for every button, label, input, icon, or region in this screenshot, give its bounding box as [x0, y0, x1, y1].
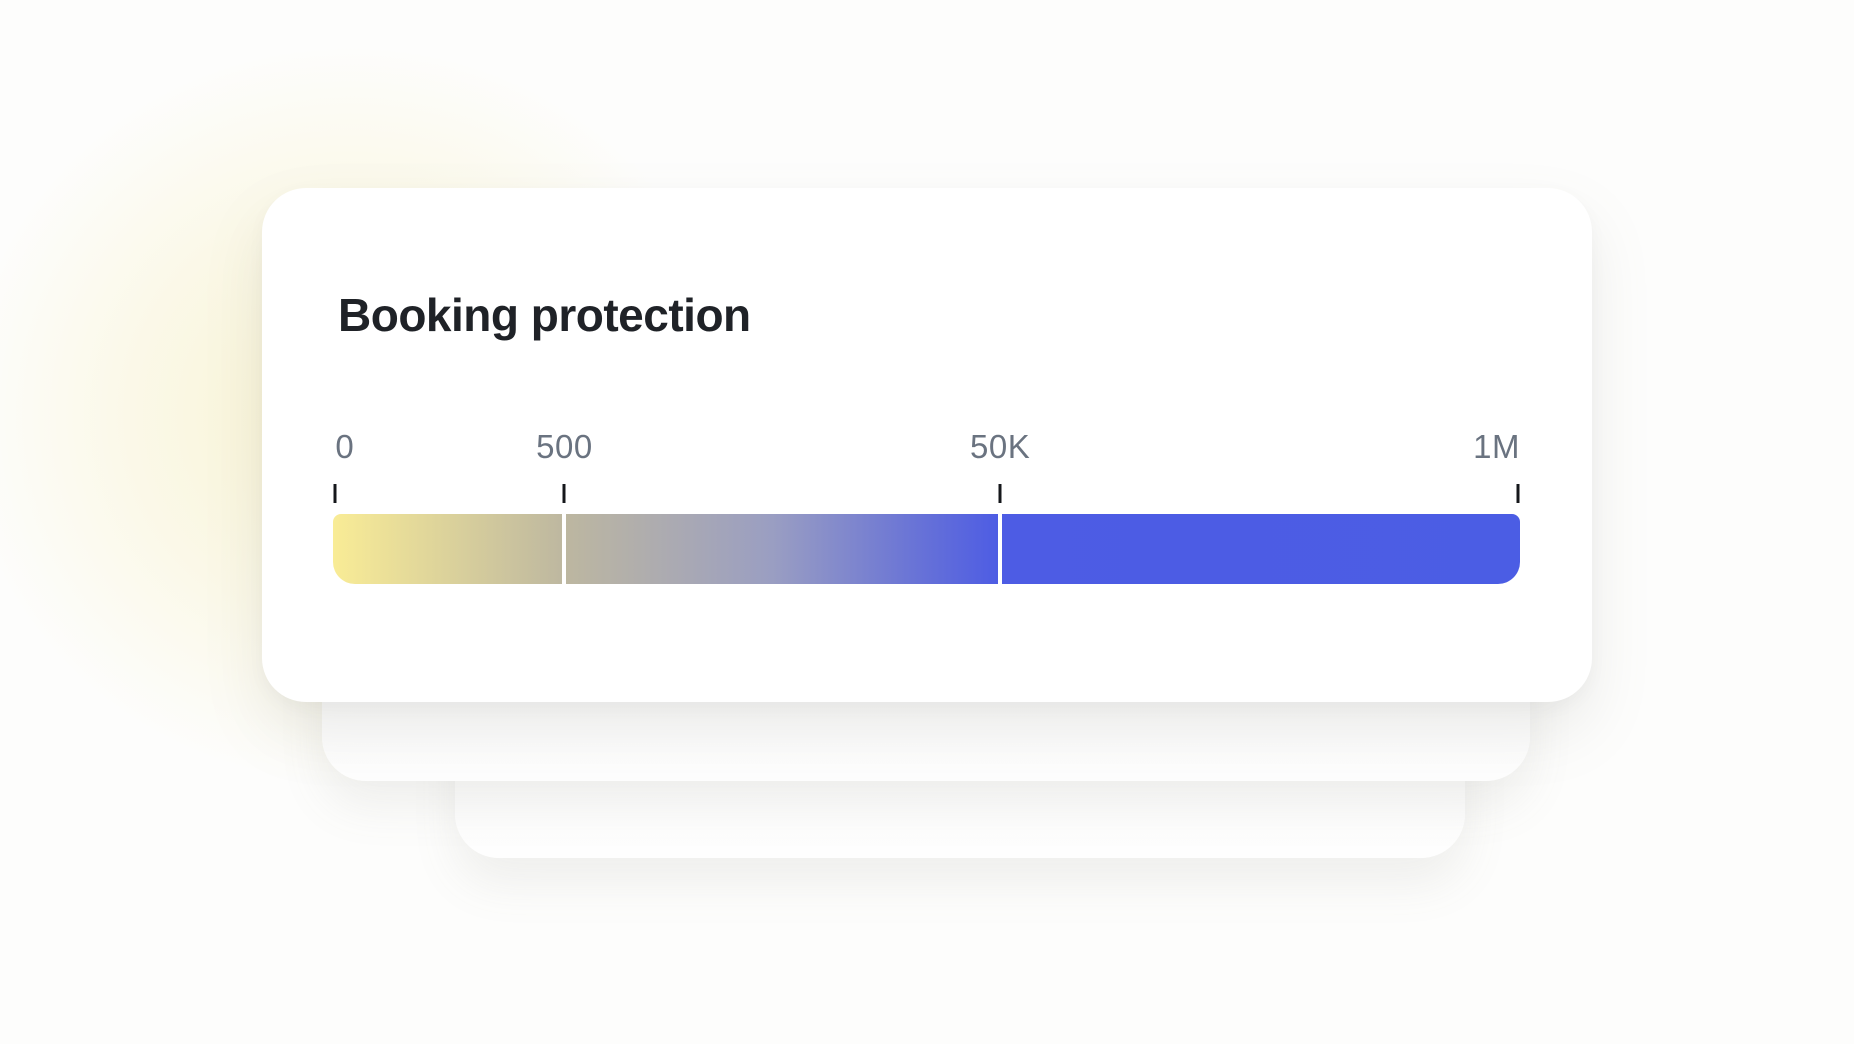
scale-labels-row: 0 500 50K 1M [333, 428, 1520, 465]
scale-label-50k: 50K [969, 428, 1031, 465]
scale-ticks-row [333, 484, 1520, 503]
scale-label-500: 500 [536, 428, 593, 465]
scale-tick-500 [562, 484, 566, 503]
gradient-bar [333, 514, 1520, 584]
scale-label-1m: 1M [1473, 428, 1520, 465]
scale-tick-1m [1516, 484, 1520, 503]
scale-tick-0 [333, 484, 337, 503]
protection-scale: 0 500 50K 1M [333, 428, 1520, 584]
segment-divider-500 [562, 514, 567, 584]
scale-tick-50k [998, 484, 1002, 503]
scale-label-0: 0 [335, 428, 355, 465]
segment-divider-50k [998, 514, 1003, 584]
card-title: Booking protection [338, 289, 751, 341]
booking-protection-card: Booking protection 0 500 50K 1M [262, 188, 1592, 702]
